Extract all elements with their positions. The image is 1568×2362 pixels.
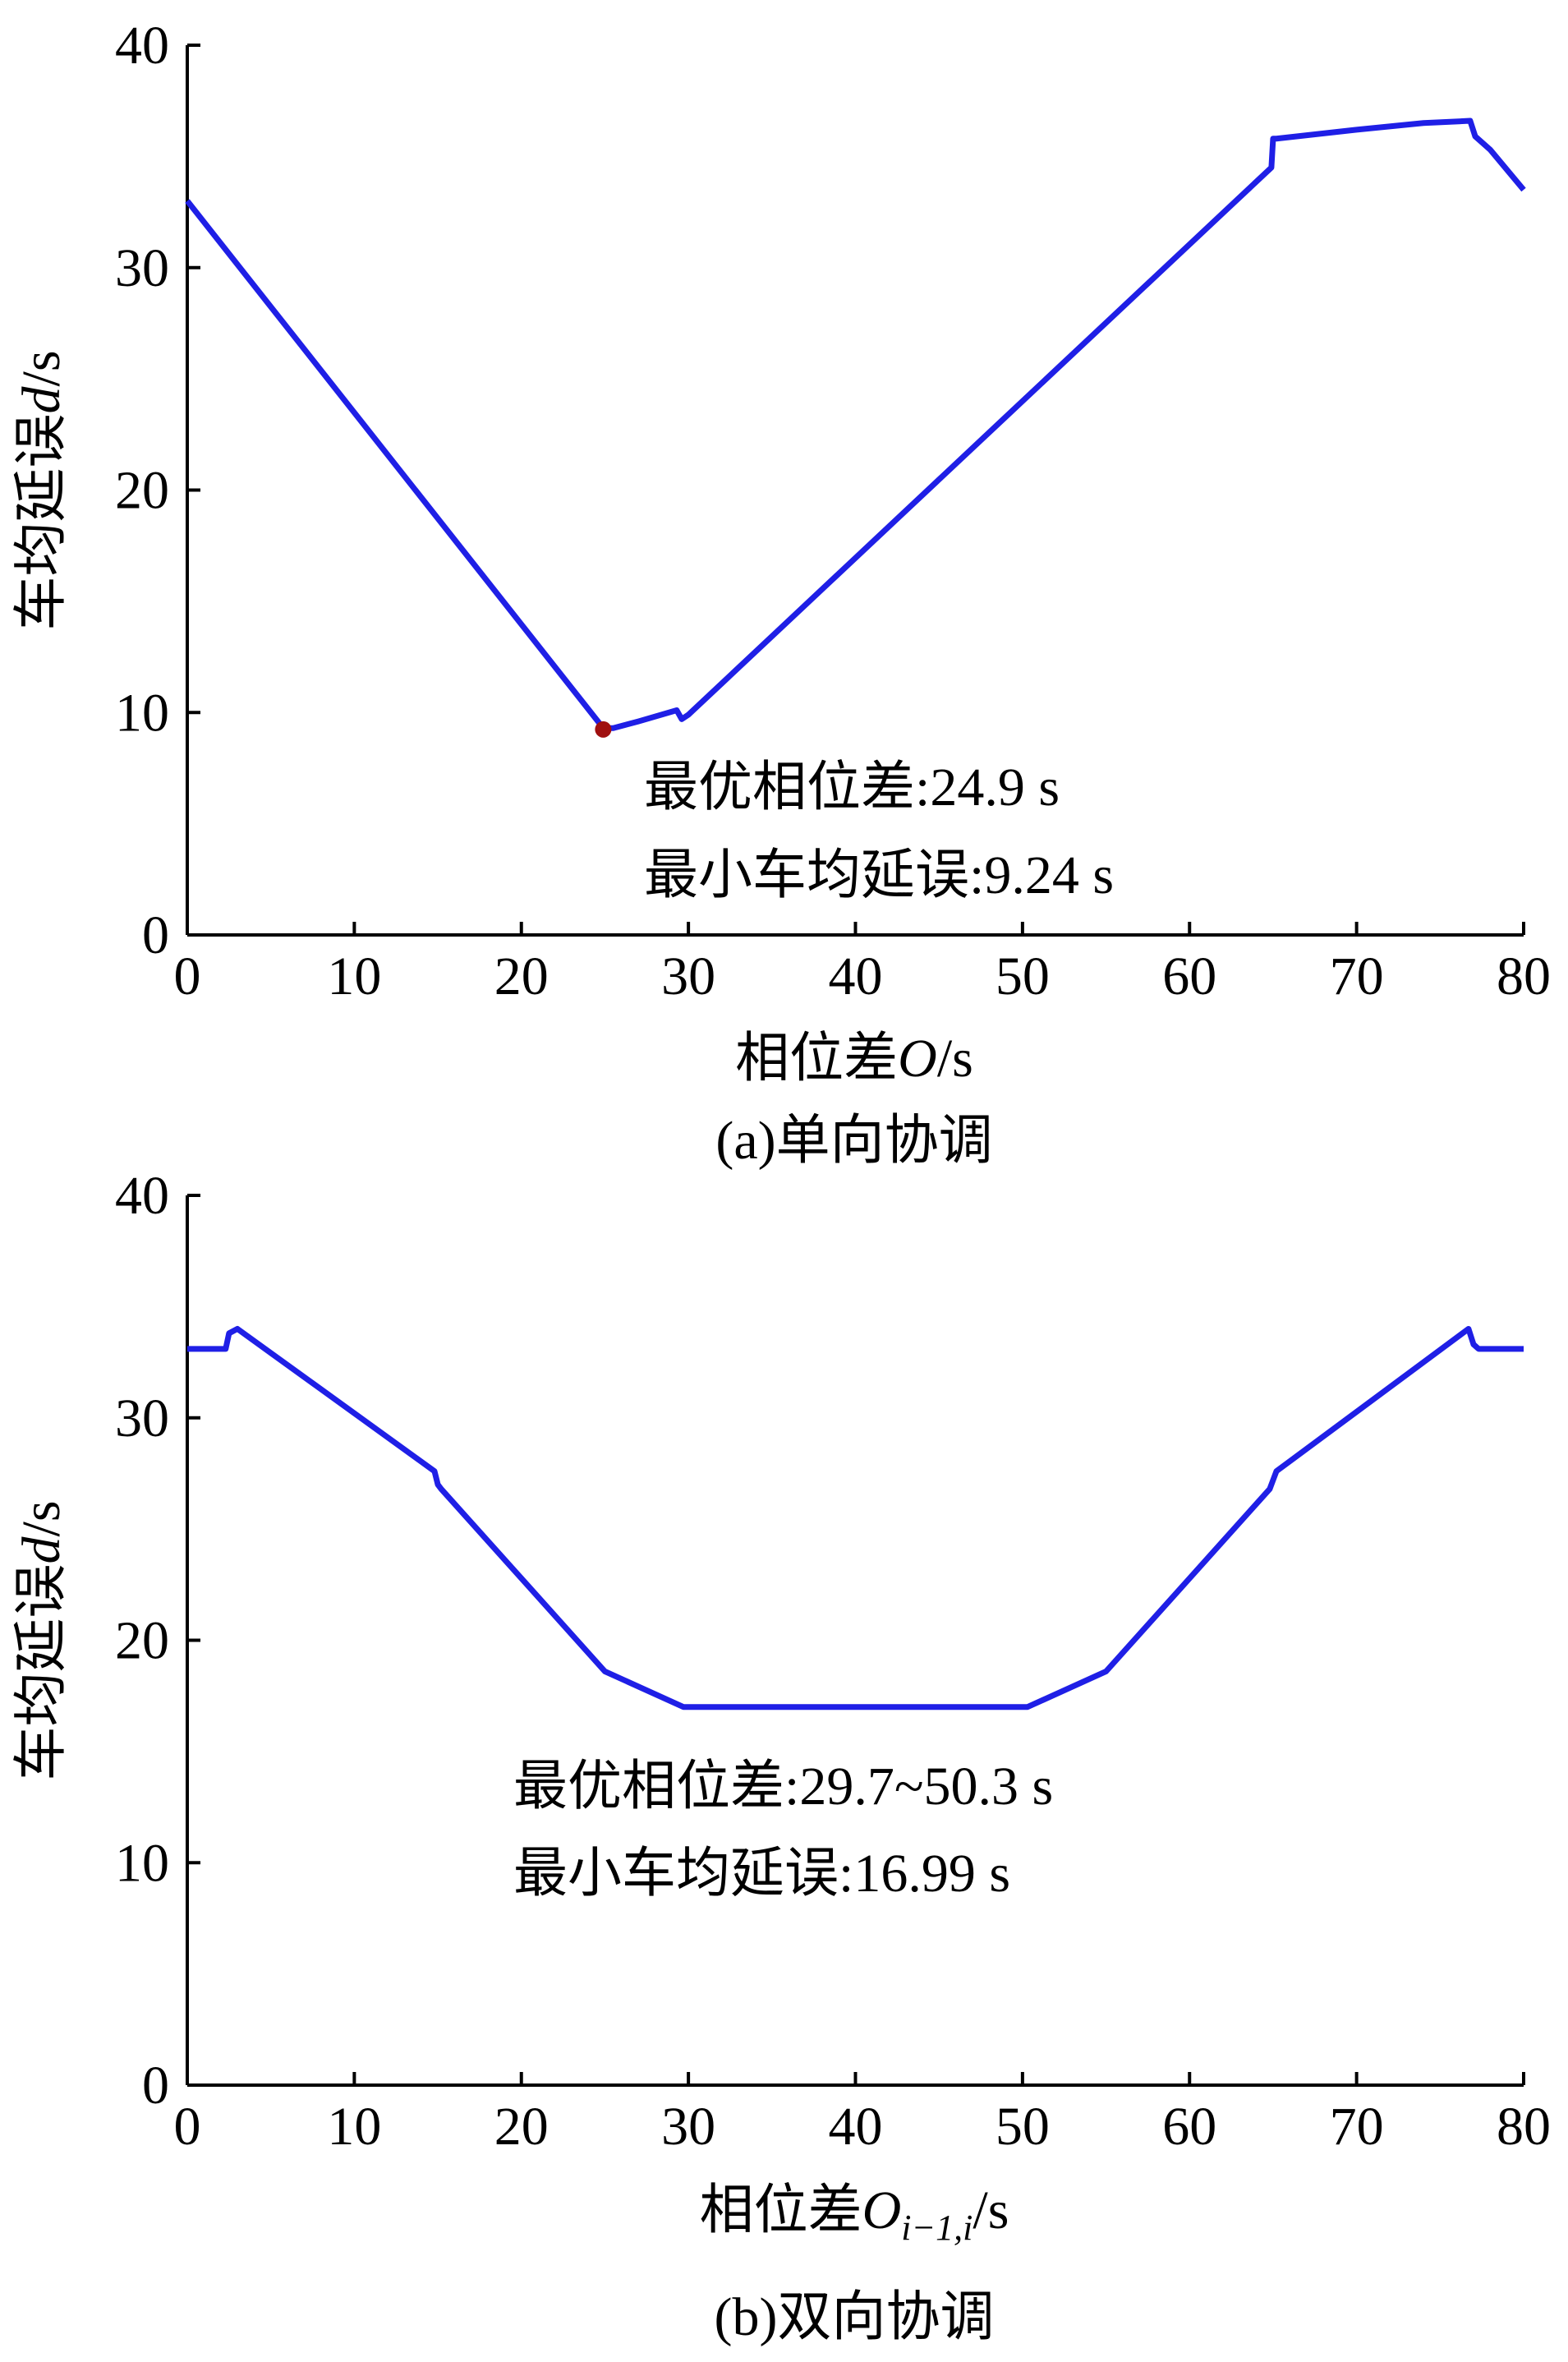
x-ticks: 0 10 20 30 40 50 60 70 80 xyxy=(174,922,1551,1006)
annotation-min-delay: 最小车均延误:16.99 s xyxy=(513,1844,1010,1904)
x-tick-label: 50 xyxy=(996,946,1050,1006)
x-tick-label: 70 xyxy=(1330,946,1384,1006)
y-tick-label: 40 xyxy=(115,16,169,76)
x-tick-label: 80 xyxy=(1497,2097,1551,2157)
x-tick-label: 0 xyxy=(174,946,201,1006)
x-tick-label: 30 xyxy=(661,946,715,1006)
y-axis-label: 车均延误d/s xyxy=(11,1500,71,1780)
annotation-optimal-offset: 最优相位差:29.7~50.3 s xyxy=(513,1757,1053,1816)
x-tick-label: 10 xyxy=(327,946,381,1006)
x-tick-label: 60 xyxy=(1162,946,1216,1006)
x-axis-label: 相位差Oi−1,i/s xyxy=(700,2180,1009,2248)
x-tick-label: 60 xyxy=(1162,2097,1216,2157)
x-tick-label: 50 xyxy=(996,2097,1050,2157)
y-tick-label: 10 xyxy=(115,1833,169,1893)
y-tick-label: 30 xyxy=(115,1388,169,1448)
series-line xyxy=(187,1325,1524,1710)
y-ticks: 0 10 20 30 40 xyxy=(115,1166,200,2116)
y-tick-label: 40 xyxy=(115,1166,169,1226)
y-tick-label: 0 xyxy=(142,905,169,965)
y-tick-label: 10 xyxy=(115,683,169,743)
x-tick-label: 0 xyxy=(174,2097,201,2157)
x-tick-label: 30 xyxy=(661,2097,715,2157)
x-tick-label: 20 xyxy=(494,946,549,1006)
x-tick-label: 80 xyxy=(1497,946,1551,1006)
y-axis-label: 车均延误d/s xyxy=(11,350,71,630)
y-tick-label: 30 xyxy=(115,238,169,298)
caption-b: (b)双向协调 xyxy=(715,2287,995,2347)
y-tick-label: 0 xyxy=(142,2056,169,2116)
x-axis-label: 相位差O/s xyxy=(735,1029,973,1089)
x-tick-label: 70 xyxy=(1330,2097,1384,2157)
panel-a: 0 10 20 30 40 50 60 70 80 0 10 20 30 40 最优相位差:24.9 s… xyxy=(11,16,1551,1171)
x-ticks: 0 10 20 30 40 50 60 70 80 xyxy=(174,2072,1551,2157)
series-line xyxy=(185,117,1526,731)
x-tick-label: 40 xyxy=(829,946,883,1006)
annotation-optimal-offset: 最优相位差:24.9 s xyxy=(644,757,1060,817)
y-tick-label: 20 xyxy=(115,461,169,521)
caption-a: (a)单向协调 xyxy=(715,1111,992,1171)
y-tick-label: 20 xyxy=(115,1611,169,1671)
y-ticks: 0 10 20 30 40 xyxy=(115,16,200,965)
optimum-point xyxy=(595,721,612,738)
x-tick-label: 20 xyxy=(494,2097,549,2157)
x-tick-label: 10 xyxy=(327,2097,381,2157)
annotation-min-delay: 最小车均延误:9.24 s xyxy=(644,845,1114,905)
panel-b: 0 10 20 30 40 50 60 70 80 0 10 20 30 40 最优相位差:29.7~5… xyxy=(11,1166,1551,2347)
x-tick-label: 40 xyxy=(829,2097,883,2157)
